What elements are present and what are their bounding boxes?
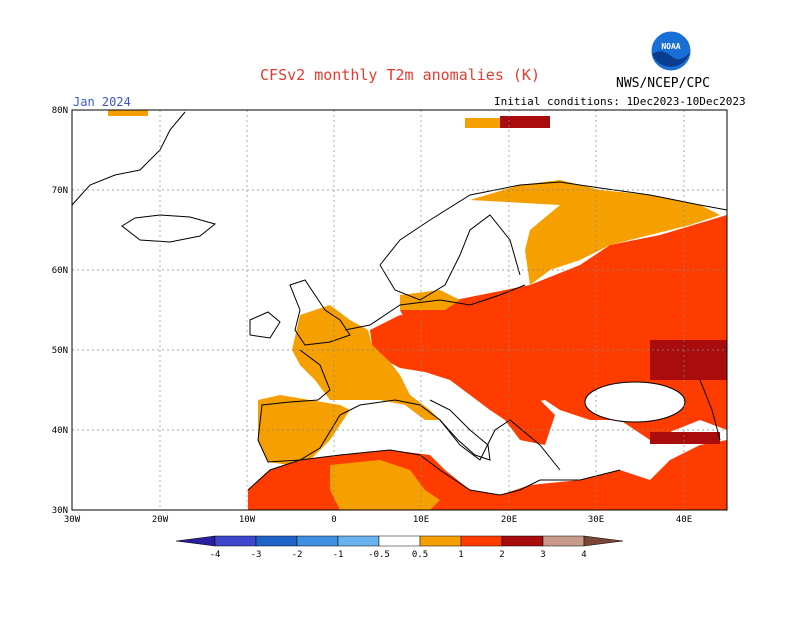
anomaly-strong-arctic bbox=[500, 116, 550, 128]
colorbar-swatch bbox=[378, 535, 421, 547]
colorbar-label: -2 bbox=[292, 550, 303, 560]
colorbar-label: -3 bbox=[251, 550, 262, 560]
colorbar-label: 1 bbox=[458, 550, 463, 560]
lat-label: 50N bbox=[52, 346, 68, 356]
colorbar-label: -4 bbox=[210, 550, 221, 560]
colorbar-low-arrow bbox=[175, 535, 216, 547]
lon-axis: 30W 20W 10W 0 10E 20E 30E 40E bbox=[64, 515, 692, 525]
anomaly-strong-ru bbox=[650, 340, 727, 380]
colorbar-label: 0.5 bbox=[412, 550, 428, 560]
anomaly-sahara-orange bbox=[330, 460, 440, 510]
black-sea bbox=[585, 382, 685, 422]
lon-label: 20W bbox=[152, 515, 169, 525]
org-label: NWS/NCEP/CPC bbox=[616, 76, 710, 91]
month-label: Jan 2024 bbox=[73, 95, 131, 109]
colorbar-swatch bbox=[337, 535, 380, 547]
lon-label: 0 bbox=[331, 515, 336, 525]
lat-label: 40N bbox=[52, 426, 68, 436]
anomaly-north-africa bbox=[248, 440, 727, 510]
colorbar-swatch bbox=[542, 535, 585, 547]
map-frame bbox=[71, 109, 728, 511]
colorbar-swatch bbox=[255, 535, 298, 547]
coastlines bbox=[71, 111, 728, 496]
lat-label: 30N bbox=[52, 506, 68, 516]
colorbar-swatch bbox=[419, 535, 462, 547]
lon-label: 10W bbox=[239, 515, 256, 525]
initial-conditions-label: Initial conditions: 1Dec2023-10Dec2023 bbox=[494, 95, 746, 108]
colorbar-swatch bbox=[214, 535, 257, 547]
colorbar-swatch bbox=[296, 535, 339, 547]
lon-label: 30W bbox=[64, 515, 81, 525]
noaa-logo: NOAA bbox=[650, 30, 692, 72]
colorbar-swatch bbox=[501, 535, 544, 547]
lon-label: 30E bbox=[588, 515, 604, 525]
map-title: CFSv2 monthly T2m anomalies (K) bbox=[260, 66, 540, 84]
anomaly-svalbard bbox=[108, 110, 148, 116]
colorbar bbox=[175, 535, 624, 547]
lat-axis: 80N 70N 60N 50N 40N 30N bbox=[52, 106, 68, 516]
colorbar-label: 2 bbox=[499, 550, 504, 560]
anomaly-arctic-orange bbox=[465, 118, 500, 128]
lon-label: 10E bbox=[413, 515, 429, 525]
logo-text: NOAA bbox=[661, 42, 680, 51]
colorbar-label: -1 bbox=[333, 550, 344, 560]
colorbar-labels: -4 -3 -2 -1 -0.5 0.5 1 2 3 4 bbox=[210, 550, 587, 560]
lat-label: 60N bbox=[52, 266, 68, 276]
anomaly-central-europe bbox=[370, 315, 555, 445]
colorbar-label: 3 bbox=[540, 550, 545, 560]
colorbar-high-arrow bbox=[583, 535, 624, 547]
lat-label: 80N bbox=[52, 106, 68, 116]
anomaly-fields bbox=[108, 110, 727, 510]
colorbar-swatch bbox=[460, 535, 503, 547]
anomaly-strong-tr bbox=[650, 432, 720, 444]
lon-label: 40E bbox=[676, 515, 692, 525]
colorbar-label: -0.5 bbox=[368, 550, 390, 560]
colorbar-label: 4 bbox=[581, 550, 586, 560]
graticule bbox=[72, 110, 727, 510]
lat-label: 70N bbox=[52, 186, 68, 196]
lon-label: 20E bbox=[501, 515, 517, 525]
anomaly-baltic bbox=[400, 290, 460, 310]
anomaly-fennoscandia bbox=[470, 180, 720, 285]
